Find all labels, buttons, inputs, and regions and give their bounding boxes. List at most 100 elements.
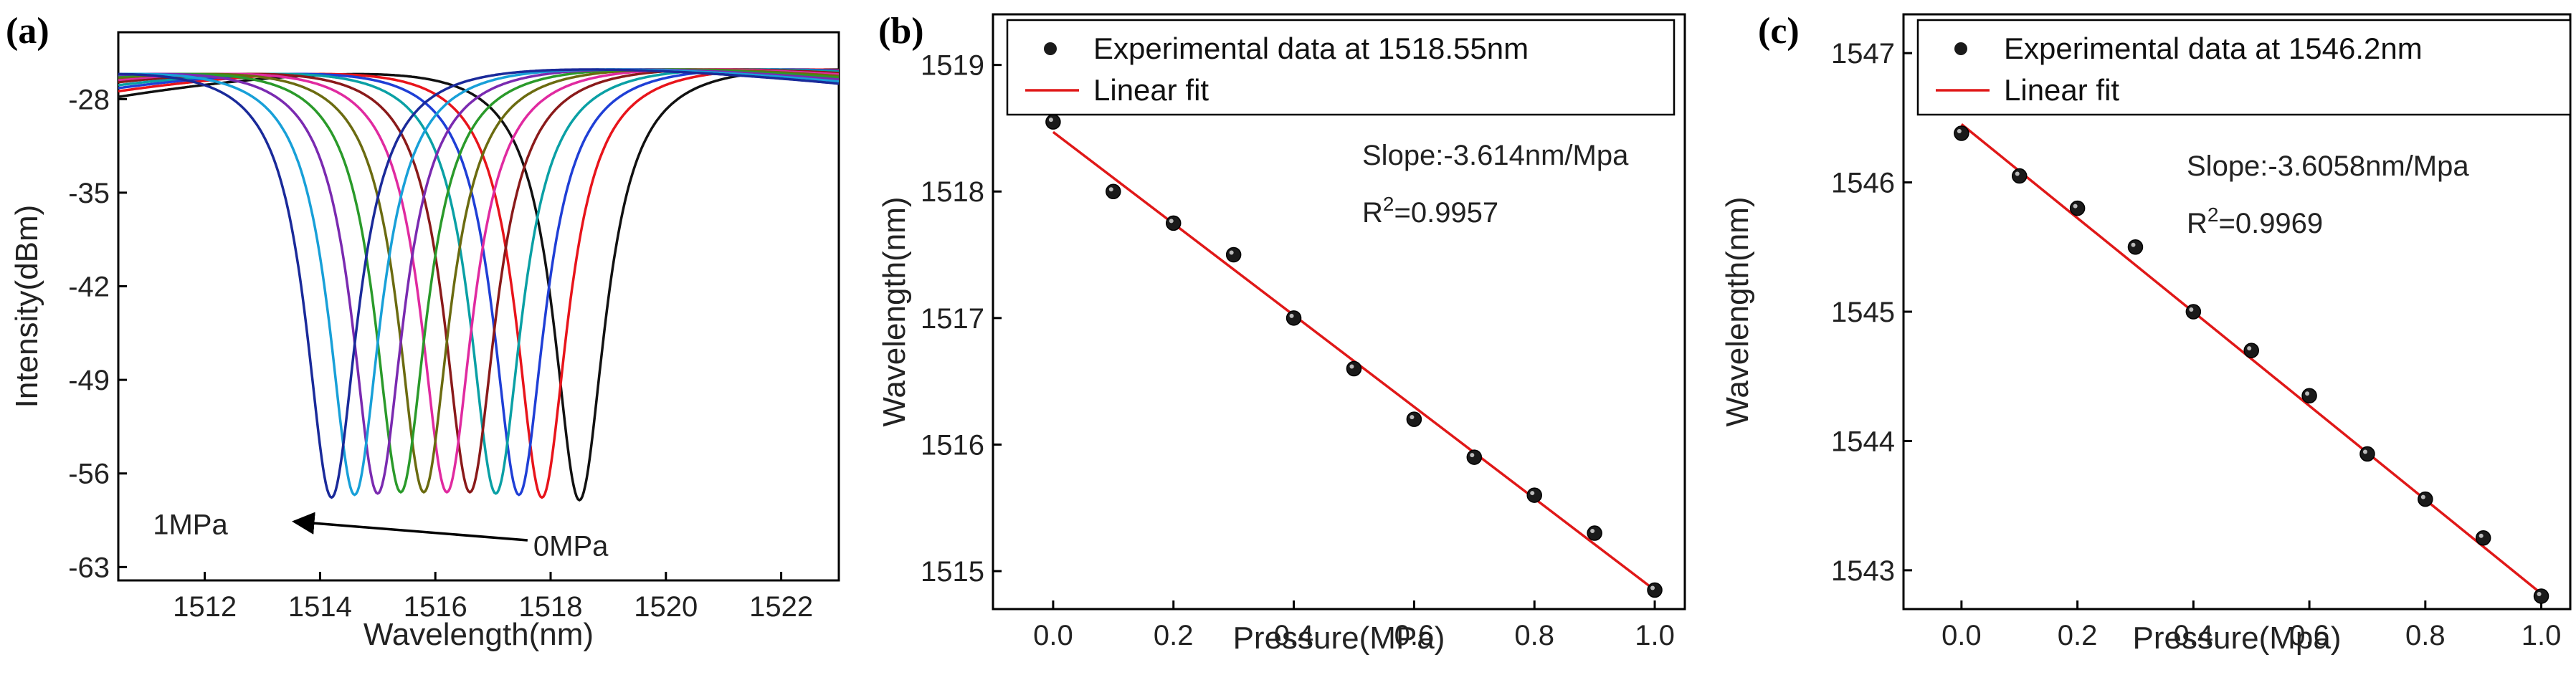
y-tick-label: -63 [68,552,110,583]
y-tick-label: 1515 [921,556,984,588]
data-point [1285,310,1302,326]
data-point-highlight [2362,449,2367,454]
spectrum-line [118,68,839,499]
data-point [2359,446,2375,462]
data-point-highlight [2478,533,2484,538]
x-axis-label: Pressure(Mpa) [2133,621,2342,656]
data-point [2011,168,2028,184]
x-tick-label: 0.8 [2405,620,2446,651]
legend-marker-data [1044,42,1057,55]
y-tick-label: 1518 [921,176,984,208]
x-tick-label: 1514 [288,591,352,623]
data-point [2185,304,2202,320]
data-point [1954,125,1969,141]
data-point-highlight [1289,313,1294,318]
r-squared-annotation: R2=0.9969 [2187,204,2323,239]
r-squared-annotation: R2=0.9957 [1362,193,1498,229]
y-tick-label: 1545 [1831,297,1895,328]
y-tick-label: 1547 [1831,38,1895,70]
r-squared-value: =0.9969 [2218,208,2323,239]
x-tick-label: 1.0 [1635,620,1675,651]
panel-label: (c) [1758,11,1800,52]
data-point-highlight [2305,391,2310,396]
y-tick-label: 1544 [1831,426,1895,457]
legend-box [1916,19,2572,116]
data-point-highlight [2247,346,2252,351]
y-tick-label: -42 [68,272,110,303]
data-point [2475,530,2491,546]
data-point [1165,215,1182,231]
data-point [2069,200,2086,216]
data-point-highlight [1650,585,1655,590]
legend-label-fit: Linear fit [2004,73,2119,107]
legend-label-fit: Linear fit [1093,73,1209,107]
y-tick-label: -35 [68,178,110,209]
data-point [1526,487,1542,503]
y-axis-label: Wavelength(nm) [877,196,912,426]
r-squared-prefix: R [1362,197,1383,229]
data-point-highlight [1108,187,1113,192]
y-tick-label: 1546 [1831,168,1895,199]
panel-a-spectra: (a) 1512 1514 1516 1518 1520 1522 -28 -35 -42 -49 -… [6,11,840,652]
x-tick-label: 0.4 [2174,620,2214,651]
shift-arrow [292,512,528,542]
data-point-highlight [2420,494,2425,499]
legend-label-data: Experimental data at 1546.2nm [2004,32,2423,65]
r-squared-value: =0.9957 [1394,197,1498,229]
x-axis-label: Pressure(MPa) [1233,621,1445,656]
plot-frame [117,31,840,582]
x-tick-label: 0.4 [1274,620,1314,651]
data-point-highlight [1470,453,1475,458]
legend-label-data: Experimental data at 1518.55nm [1093,32,1529,65]
r-squared-prefix: R [2187,208,2207,239]
y-tick-label: 1517 [921,303,984,335]
data-point-highlight [1530,491,1535,496]
data-point-highlight [1957,129,1962,133]
data-point-highlight [1229,250,1234,255]
slope-annotation: Slope:-3.6058nm/Mpa [2187,150,2469,182]
data-point [1466,449,1483,465]
data-point-highlight [2537,591,2542,596]
x-tick-label: 0.0 [1941,620,1982,651]
panel-b-fit-1518: (b) 0.0 0.2 0.4 0.6 0.8 1.0 1515 1516 1517 1518 151… [877,11,1686,656]
data-point-highlight [2131,242,2136,247]
legend-box [1006,19,1676,116]
data-point [2301,388,2317,404]
x-tick-label: 0.2 [1154,620,1194,651]
data-point-highlight [1048,118,1053,123]
x-tick-label: 0.0 [1033,620,1073,651]
x-tick-label: 0.6 [1394,620,1435,651]
data-point [2533,588,2549,604]
x-tick-label: 1522 [749,591,813,623]
x-axis-label: Wavelength(nm) [363,617,594,652]
linear-fit-line [1960,123,2542,595]
data-point-highlight [2015,171,2020,176]
spectrum-line [118,68,839,502]
data-point [2127,239,2144,255]
annotation-end: 0MPa [533,530,609,562]
x-tick-label: 1520 [634,591,698,623]
spectra-curves [118,68,839,502]
x-tick-label: 1.0 [2522,620,2562,651]
slope-annotation: Slope:-3.614nm/Mpa [1362,140,1629,171]
data-point [2243,343,2259,358]
data-point [1647,582,1663,598]
data-point-highlight [2189,307,2194,312]
data-point-highlight [1590,529,1595,534]
spectrum-line [118,68,839,499]
data-point [1106,183,1121,199]
x-tick-label: 1518 [519,591,583,623]
legend-marker-data [1954,42,1967,55]
y-tick-label: 1543 [1831,555,1895,587]
data-point-highlight [1349,364,1354,369]
y-axis-label: Intensity(dBm) [9,205,44,408]
x-tick-label: 0.6 [2289,620,2329,651]
plot-frame [992,13,1686,611]
y-tick-label: 1516 [921,429,984,461]
data-point [2418,491,2433,507]
data-point-highlight [1169,219,1174,224]
panel-label: (b) [878,11,924,52]
y-tick-label: -49 [68,365,110,396]
data-point [1045,114,1061,130]
